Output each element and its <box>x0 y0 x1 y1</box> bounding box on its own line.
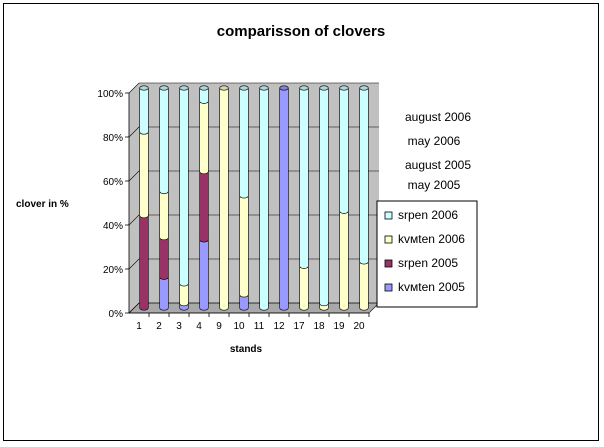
bar-segment-top <box>219 85 229 91</box>
annotation-may-2006: may 2006 <box>408 134 461 148</box>
bar-segment-top <box>279 85 289 91</box>
x-tick-label: 3 <box>176 321 182 332</box>
chart-frame: 0% 20% 40% 60% 80% 100% 1 2 3 4 9 10 11 12 17 18 19 20 co… <box>3 3 599 441</box>
bar-segment <box>359 87 369 265</box>
bar-segment <box>239 195 249 298</box>
x-tick-label: 2 <box>156 321 162 332</box>
x-tick-label: 9 <box>216 321 222 332</box>
bar-segment <box>339 87 349 214</box>
x-tick-label: 18 <box>313 321 325 332</box>
y-tick-label: 100% <box>97 89 123 100</box>
gridline <box>128 82 379 94</box>
legend-swatch <box>384 283 393 292</box>
bar-segment-top <box>299 85 309 91</box>
gridline <box>128 302 379 314</box>
x-tick-label: 20 <box>353 321 365 332</box>
x-tick-label: 10 <box>233 321 245 332</box>
bar-segment <box>319 87 329 307</box>
bar-segment-top <box>319 85 329 91</box>
bar-segment <box>139 131 149 219</box>
legend-label: srpen 2006 <box>398 208 458 222</box>
x-tick-label: 17 <box>293 321 305 332</box>
y-tick-label: 80% <box>103 133 123 144</box>
bar-segment <box>199 171 209 243</box>
bar-segment <box>159 87 169 194</box>
chart-title: comparisson of clovers <box>217 23 385 40</box>
annotation-may-2005: may 2005 <box>408 178 461 192</box>
gridlines <box>128 82 380 314</box>
bar-segment-top <box>199 85 209 91</box>
bar-segment-top <box>339 85 349 91</box>
bar-segment-top <box>159 85 169 91</box>
y-tick-label: 40% <box>103 221 123 232</box>
legend-label: kvмten 2006 <box>398 232 465 246</box>
bar-segment <box>239 87 249 199</box>
bar-segment <box>199 239 209 311</box>
bar-segment <box>259 87 269 311</box>
bar-segment <box>139 87 149 135</box>
bar-segment-top <box>359 85 369 91</box>
bar-segment-top <box>179 85 189 91</box>
bar-segment <box>239 294 249 311</box>
legend: srpen 2006 kvмten 2006 srpen 2005 kvмten 20… <box>376 200 478 308</box>
bar-segment <box>159 237 169 280</box>
bars <box>139 85 369 311</box>
annotation-august-2005: august 2005 <box>405 158 471 172</box>
x-tick-label: 12 <box>273 321 285 332</box>
annotation-august-2006: august 2006 <box>405 110 471 124</box>
y-axis-label: clover in % <box>16 199 69 210</box>
legend-swatch <box>384 259 393 268</box>
bar-segment-top <box>239 85 249 91</box>
axes: 0%20%40%60%80%100%1 2 3 4 9 10 11 12 17 18 19 20 <box>97 89 370 332</box>
legend-label: kvмten 2005 <box>398 280 465 294</box>
bar-segment <box>179 87 189 287</box>
bar-segment-top <box>259 85 269 91</box>
bar-segment <box>199 87 209 104</box>
x-tick-label: 4 <box>196 321 202 332</box>
bar-segment-top <box>139 85 149 91</box>
bar-segment <box>359 261 369 311</box>
bar-segment <box>139 215 149 311</box>
x-tick-label: 1 <box>136 321 142 332</box>
bar-segment <box>159 191 169 241</box>
bar-segment <box>339 210 349 311</box>
bar-segment <box>299 87 309 269</box>
plot-back-wall <box>129 83 379 313</box>
legend-box <box>376 200 478 308</box>
gridline <box>128 258 379 270</box>
bar-segment <box>159 276 169 311</box>
legend-swatch <box>384 211 393 220</box>
gridline <box>128 214 379 226</box>
bar-segment <box>199 100 209 175</box>
x-tick-label: 11 <box>254 321 265 332</box>
legend-swatch <box>384 235 393 244</box>
x-axis-label: stands <box>230 344 263 355</box>
gridline <box>128 126 379 138</box>
y-tick-label: 20% <box>103 265 123 276</box>
gridline <box>128 170 379 182</box>
clover-chart: 0%20%40%60%80%100%1 2 3 4 9 10 11 12 17 18 19 20 co… <box>16 23 478 355</box>
bar-segment <box>299 265 309 311</box>
bar-segment <box>179 283 189 307</box>
bar-segment <box>279 87 289 311</box>
x-tick-label: 19 <box>333 321 345 332</box>
y-tick-label: 0% <box>109 309 124 320</box>
y-tick-label: 60% <box>103 177 123 188</box>
legend-label: srpen 2005 <box>398 256 458 270</box>
bar-segment <box>219 87 229 311</box>
